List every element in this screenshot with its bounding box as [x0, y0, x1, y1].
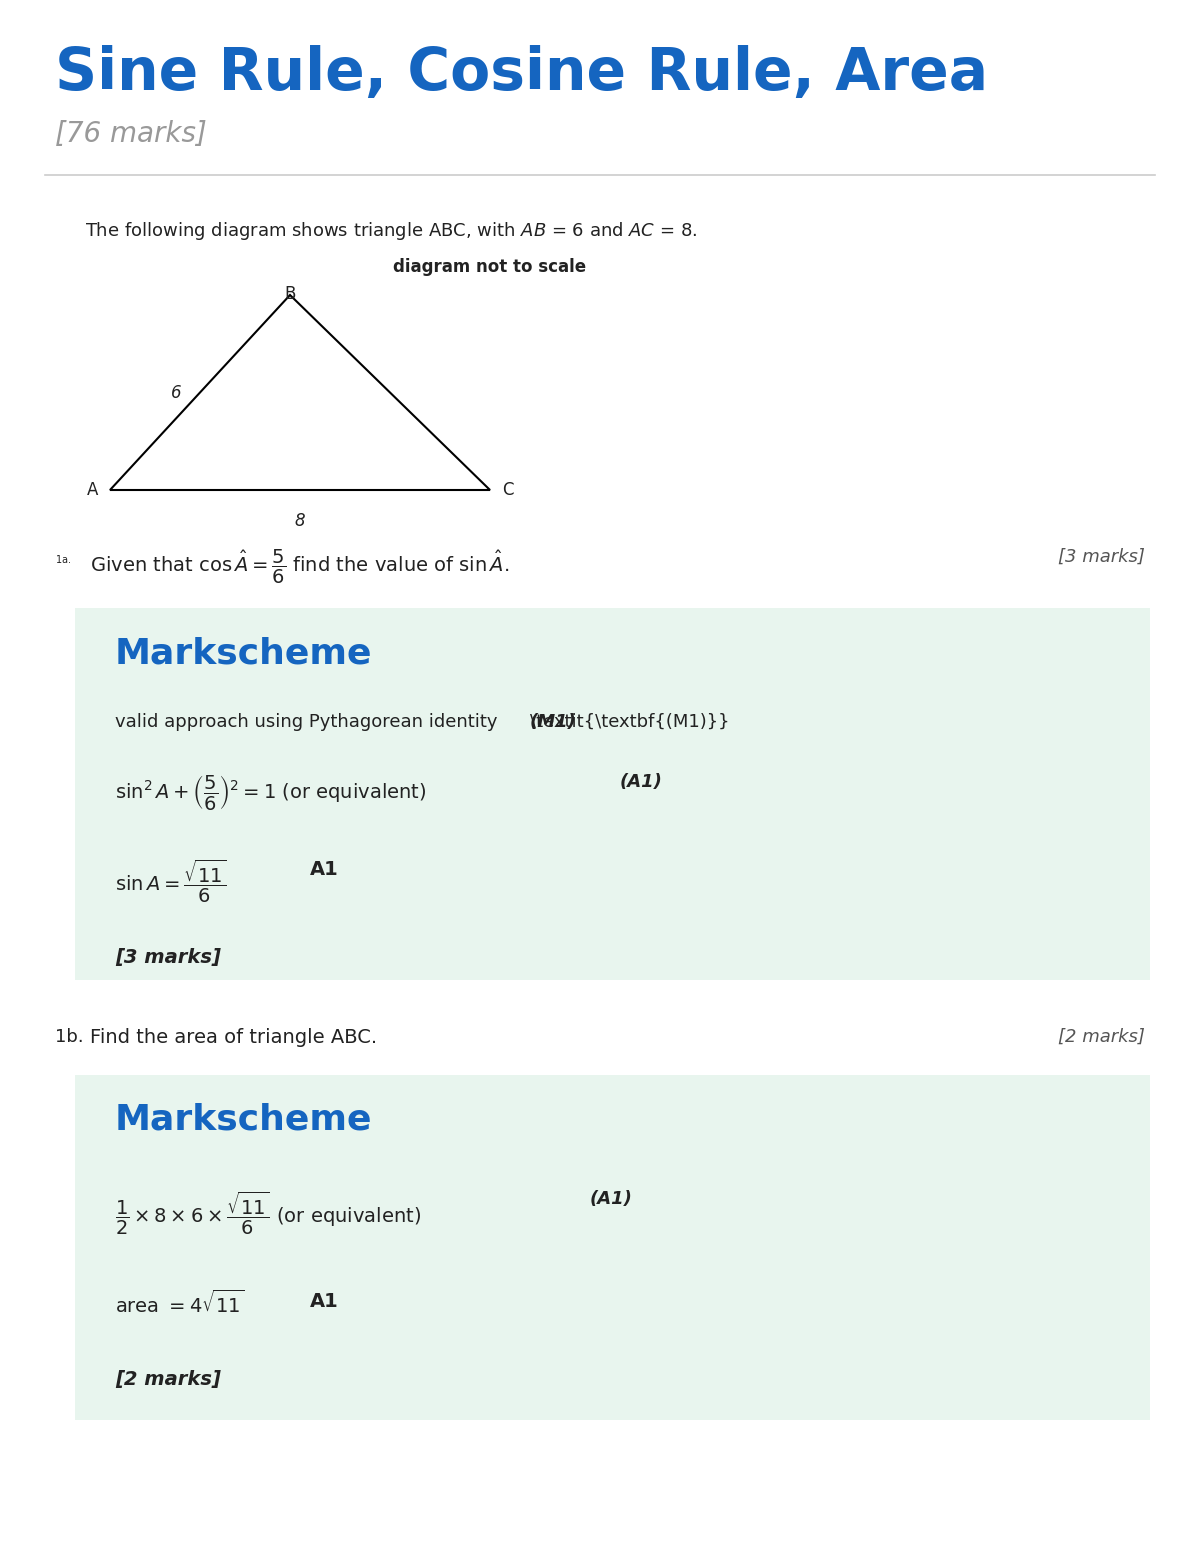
- Text: 8: 8: [295, 512, 305, 530]
- Text: area $= 4\sqrt{11}$: area $= 4\sqrt{11}$: [115, 1291, 245, 1317]
- Text: A1: A1: [310, 1292, 338, 1311]
- Bar: [74, 609, 1150, 980]
- Text: 1b.: 1b.: [55, 1028, 84, 1047]
- Text: [2 marks]: [2 marks]: [115, 1370, 221, 1388]
- Text: $\sin A = \dfrac{\sqrt{11}}{6}$: $\sin A = \dfrac{\sqrt{11}}{6}$: [115, 857, 227, 905]
- Text: (M1): (M1): [530, 713, 577, 731]
- Text: Find the area of triangle ABC.: Find the area of triangle ABC.: [90, 1028, 377, 1047]
- Text: C: C: [502, 481, 514, 499]
- Text: [3 marks]: [3 marks]: [1058, 548, 1145, 565]
- Text: [2 marks]: [2 marks]: [1058, 1028, 1145, 1047]
- Text: A: A: [86, 481, 98, 499]
- Text: $^{1\mathrm{a.}}$: $^{1\mathrm{a.}}$: [55, 554, 71, 568]
- Text: The following diagram shows triangle ABC, with $\mathit{AB}$ = 6 and $\mathit{AC: The following diagram shows triangle ABC…: [85, 221, 697, 242]
- Text: Sine Rule, Cosine Rule, Area: Sine Rule, Cosine Rule, Area: [55, 45, 988, 102]
- Text: Given that $\cos\hat{A} = \dfrac{5}{6}$ find the value of $\sin\hat{A}$.: Given that $\cos\hat{A} = \dfrac{5}{6}$ …: [90, 548, 509, 585]
- Text: valid approach using Pythagorean identity: valid approach using Pythagorean identit…: [115, 713, 498, 731]
- Text: (A1): (A1): [620, 773, 662, 790]
- Text: $\dfrac{1}{2} \times 8 \times 6 \times \dfrac{\sqrt{11}}{6}$ (or equivalent): $\dfrac{1}{2} \times 8 \times 6 \times \…: [115, 1190, 421, 1238]
- Text: Markscheme: Markscheme: [115, 637, 372, 669]
- Text: \textit{\textbf{(M1)}}: \textit{\textbf{(M1)}}: [530, 713, 730, 731]
- Text: diagram not to scale: diagram not to scale: [394, 258, 587, 276]
- Text: A1: A1: [310, 860, 338, 879]
- Text: B: B: [284, 286, 295, 303]
- Text: $\sin^2 A + \left(\dfrac{5}{6}\right)^2 = 1$ (or equivalent): $\sin^2 A + \left(\dfrac{5}{6}\right)^2 …: [115, 773, 426, 812]
- Text: Markscheme: Markscheme: [115, 1103, 372, 1137]
- Text: (A1): (A1): [590, 1190, 632, 1208]
- Text: [76 marks]: [76 marks]: [55, 120, 206, 148]
- Text: [3 marks]: [3 marks]: [115, 947, 221, 968]
- Bar: [74, 1075, 1150, 1419]
- Text: 6: 6: [172, 384, 182, 402]
